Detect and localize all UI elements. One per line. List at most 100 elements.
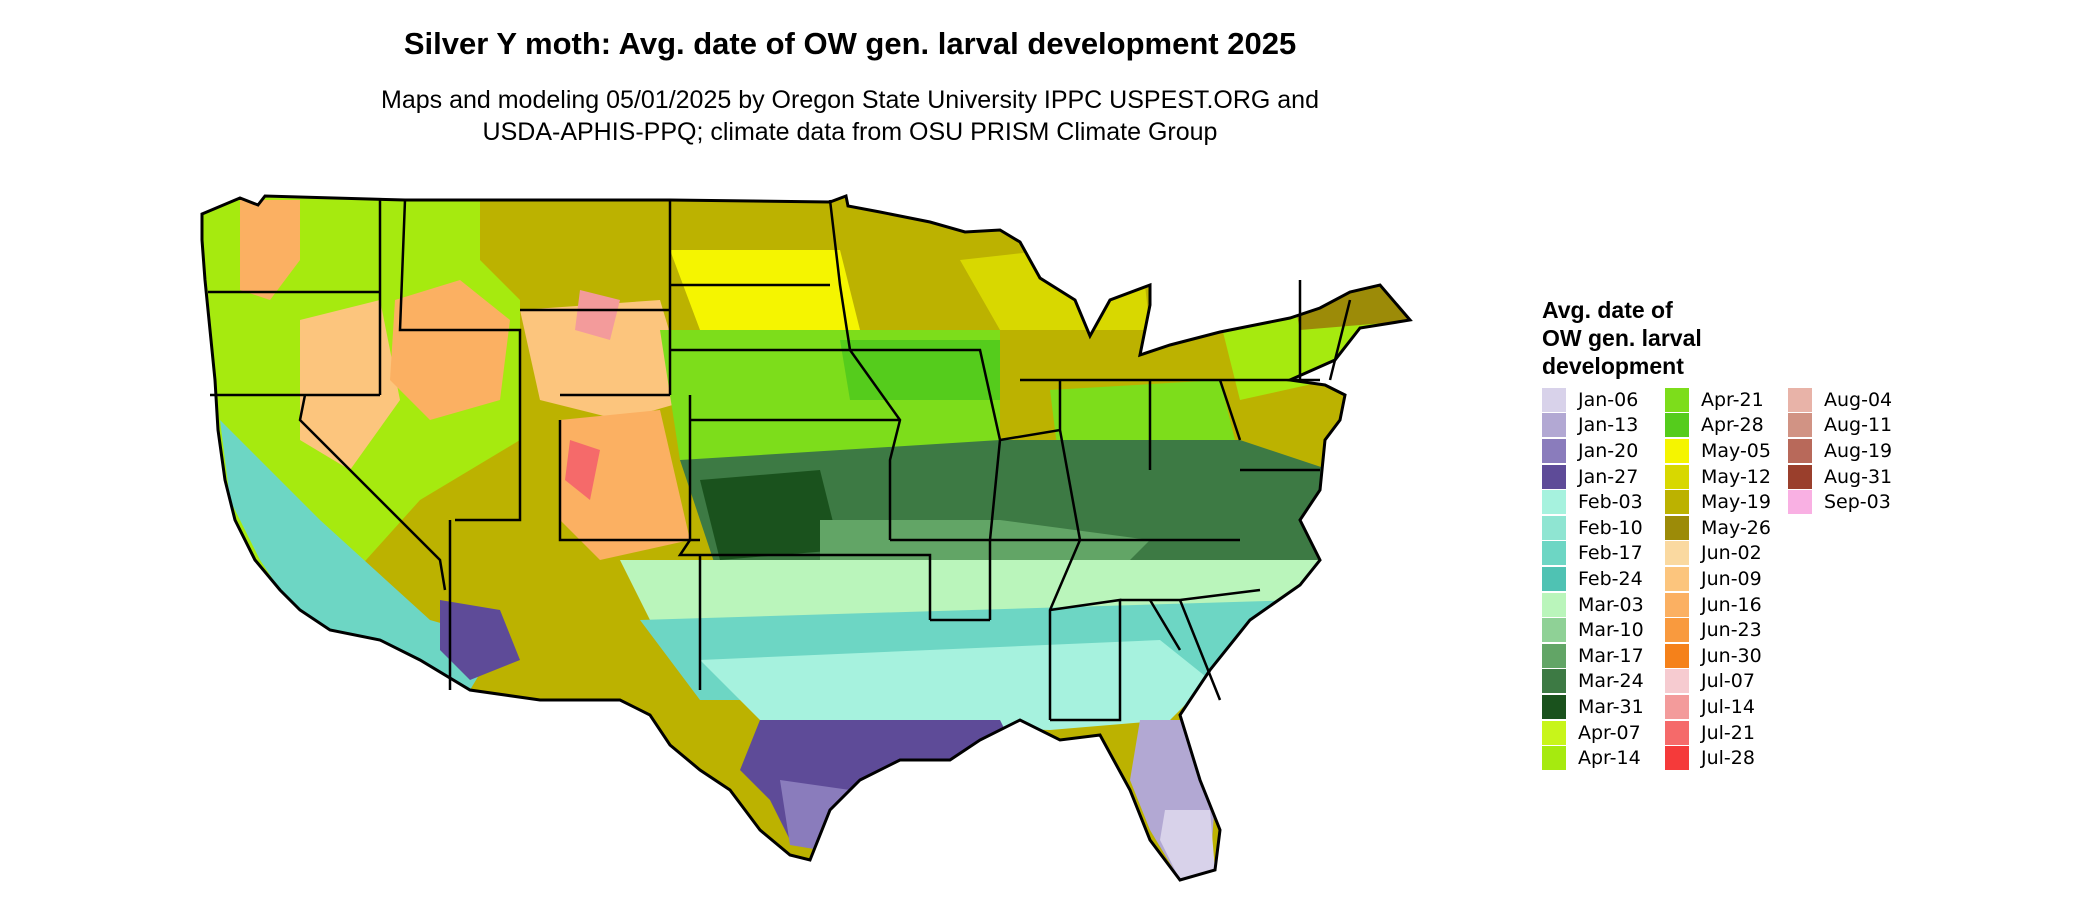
legend-label: Sep-03	[1824, 491, 1891, 514]
zone-mt-may	[480, 200, 660, 320]
legend-item: Jan-06	[1542, 387, 1665, 413]
legend-swatch	[1542, 490, 1566, 515]
legend-label: Jul-28	[1701, 747, 1755, 770]
legend-label: Jul-14	[1701, 695, 1755, 718]
legend-swatch	[1665, 618, 1689, 643]
legend-label: May-19	[1701, 491, 1771, 514]
legend-label: Apr-14	[1578, 747, 1641, 770]
legend-item: Jul-07	[1665, 669, 1788, 695]
state-borders	[208, 199, 1352, 722]
legend-label: Mar-10	[1578, 619, 1644, 642]
zone-ca-coast-feb	[220, 420, 500, 690]
legend-swatch	[1542, 694, 1566, 719]
legend-swatch	[1665, 694, 1689, 719]
legend-item: Apr-14	[1542, 745, 1665, 771]
development-zones	[202, 196, 1410, 880]
legend-label: Mar-03	[1578, 593, 1644, 616]
legend-label: Jun-23	[1701, 619, 1762, 642]
legend-label: Mar-24	[1578, 670, 1644, 693]
legend-item: Mar-10	[1542, 617, 1665, 643]
legend-label: Feb-17	[1578, 542, 1643, 565]
legend-swatch	[1542, 413, 1566, 438]
legend-label: Aug-04	[1824, 388, 1893, 411]
zone-feb-03	[700, 640, 1210, 730]
legend-item: Jun-30	[1665, 643, 1788, 669]
legend-swatch	[1665, 592, 1689, 617]
legend-item: Jun-23	[1665, 617, 1788, 643]
legend-item: Mar-31	[1542, 694, 1665, 720]
zone-wy-jun	[520, 300, 690, 420]
subtitle-line-1: Maps and modeling 05/01/2025 by Oregon S…	[381, 86, 1319, 114]
legend-item: Jan-20	[1542, 438, 1665, 464]
legend-item: May-05	[1665, 438, 1788, 464]
zone-wa-jun	[240, 200, 300, 300]
legend-item: Jan-13	[1542, 413, 1665, 439]
legend-label: Jul-07	[1701, 670, 1755, 693]
legend-title: Avg. date of OW gen. larval development	[1542, 296, 1702, 380]
legend-label: Jan-27	[1578, 465, 1639, 488]
legend-swatch	[1665, 438, 1689, 463]
legend-item: Feb-17	[1542, 541, 1665, 567]
legend-swatch	[1542, 592, 1566, 617]
legend-label: Aug-19	[1824, 439, 1893, 462]
zone-sd-may	[670, 250, 860, 330]
legend-swatch	[1542, 515, 1566, 540]
legend-swatch	[1665, 387, 1689, 412]
legend-swatch	[1542, 566, 1566, 591]
legend-item: Aug-04	[1788, 387, 1911, 413]
legend-swatch	[1542, 643, 1566, 668]
subtitle-line-2: USDA-APHIS-PPQ; climate data from OSU PR…	[482, 118, 1218, 146]
legend-swatch	[1665, 566, 1689, 591]
legend-title-line-2: OW gen. larval	[1542, 325, 1702, 351]
legend-item: Sep-03	[1788, 489, 1911, 515]
legend-item: Apr-28	[1665, 413, 1788, 439]
legend-label: May-26	[1701, 516, 1771, 539]
legend-swatch	[1665, 490, 1689, 515]
zone-plains-apr-28	[840, 340, 1000, 400]
legend-item: Jun-02	[1665, 541, 1788, 567]
legend-item: Jul-21	[1665, 720, 1788, 746]
legend-item: Aug-19	[1788, 438, 1911, 464]
legend-item: Feb-10	[1542, 515, 1665, 541]
legend-label: Jun-30	[1701, 644, 1762, 667]
legend-label: May-12	[1701, 465, 1771, 488]
legend-swatch	[1542, 541, 1566, 566]
us-outline	[200, 193, 1413, 882]
legend-item: Jan-27	[1542, 464, 1665, 490]
zone-id-mt-jun	[390, 280, 510, 420]
legend-swatch	[1542, 720, 1566, 745]
legend-item: Jun-16	[1665, 592, 1788, 618]
legend-item: Aug-11	[1788, 413, 1911, 439]
legend-item: Mar-24	[1542, 669, 1665, 695]
legend-swatch	[1665, 515, 1689, 540]
legend-label: Jun-09	[1701, 567, 1762, 590]
legend-label: Jun-16	[1701, 593, 1762, 616]
legend-swatch	[1542, 618, 1566, 643]
legend-label: Apr-21	[1701, 388, 1764, 411]
legend-label: Apr-28	[1701, 414, 1764, 437]
legend-label: Feb-24	[1578, 567, 1643, 590]
legend-item: May-26	[1665, 515, 1788, 541]
legend-item: May-19	[1665, 489, 1788, 515]
legend-label: Jan-20	[1578, 439, 1639, 462]
legend-swatch	[1665, 413, 1689, 438]
legend-item: Apr-21	[1665, 387, 1788, 413]
zone-fl-jan-06	[1160, 810, 1215, 880]
legend-label: May-05	[1701, 439, 1771, 462]
legend-swatch	[1542, 669, 1566, 694]
zone-az-jan-27	[440, 600, 520, 680]
legend-swatch	[1665, 643, 1689, 668]
legend-swatch	[1788, 490, 1812, 515]
legend-label: Aug-11	[1824, 414, 1893, 437]
legend-item: Jul-14	[1665, 694, 1788, 720]
legend-label: Jul-21	[1701, 721, 1755, 744]
legend: Jan-06 Jan-13 Jan-20 Jan-27 Feb-03 Feb-10 Feb-…	[1542, 387, 1911, 771]
legend-swatch	[1788, 464, 1812, 489]
legend-swatch	[1542, 464, 1566, 489]
legend-label: Apr-07	[1578, 721, 1641, 744]
legend-swatch	[1665, 746, 1689, 771]
legend-swatch	[1542, 438, 1566, 463]
legend-item: Jun-09	[1665, 566, 1788, 592]
legend-swatch	[1665, 464, 1689, 489]
legend-label: Jan-13	[1578, 414, 1639, 437]
